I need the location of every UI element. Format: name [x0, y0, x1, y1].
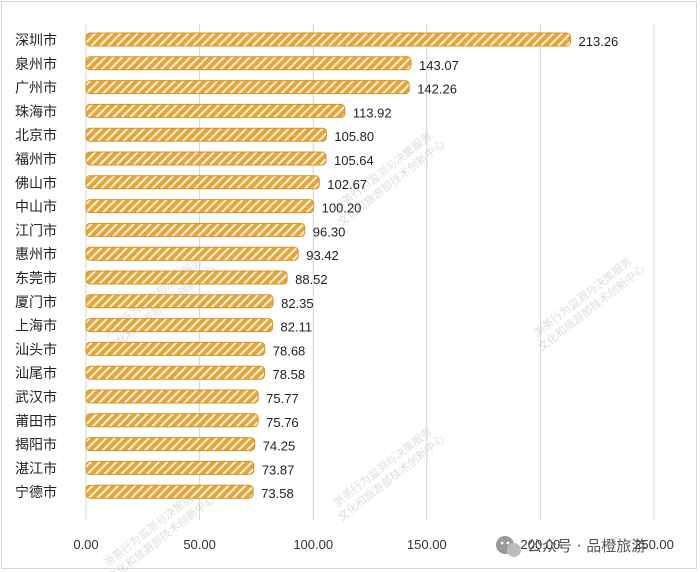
watermark-line: 文化和旅游部技术创新中心: [335, 432, 448, 524]
bar-14: [85, 365, 266, 380]
value-label: 100.20: [322, 201, 362, 216]
bar-0: [85, 32, 572, 47]
bar-series: [85, 32, 572, 499]
x-tick-label: 100.00: [293, 537, 333, 552]
x-tick-label: 0.00: [73, 537, 98, 552]
bar-3: [85, 103, 346, 118]
watermark-line: 文化和旅游部技术创新中心: [105, 492, 218, 572]
category-label: 佛山市: [15, 175, 57, 192]
value-label: 73.58: [261, 486, 294, 501]
category-label: 宁德市: [15, 484, 57, 501]
credit-mark: 公众号 · 品橙旅游: [496, 536, 646, 557]
category-label: 广州市: [15, 80, 57, 97]
category-label: 珠海市: [15, 103, 57, 120]
bar-7: [85, 199, 315, 214]
bar-2: [85, 80, 410, 95]
category-label: 武汉市: [15, 389, 57, 406]
value-label: 82.11: [281, 320, 313, 335]
watermark-line: 浙茶行为监测与决策服务: [331, 424, 435, 510]
value-label: 213.26: [579, 34, 619, 49]
value-label: 96.30: [313, 224, 346, 239]
category-label: 东莞市: [15, 270, 57, 287]
bar-1: [85, 56, 412, 71]
bar-19: [85, 484, 254, 499]
x-tick-label: 150.00: [407, 537, 447, 552]
x-tick-label: 250.00: [634, 537, 674, 552]
bar-6: [85, 175, 320, 190]
value-labels: 213.26 143.07 142.26 113.92 105.80 105.64 102.…: [261, 34, 618, 501]
bar-11: [85, 294, 274, 309]
category-label: 深圳市: [15, 32, 57, 49]
value-label: 78.58: [273, 367, 306, 382]
category-label: 惠州市: [15, 246, 57, 263]
value-label: 142.26: [417, 82, 457, 97]
value-label: 78.68: [273, 343, 306, 358]
credit-text: 公众号 · 品橙旅游: [527, 537, 646, 555]
category-label: 北京市: [15, 127, 57, 144]
bar-10: [85, 270, 288, 285]
value-label: 93.42: [306, 248, 339, 263]
bar-16: [85, 413, 259, 428]
category-label: 揭阳市: [15, 437, 57, 454]
bar-13: [85, 341, 266, 356]
category-label: 湛江市: [15, 460, 57, 477]
bar-9: [85, 246, 299, 261]
bar-5: [85, 151, 327, 166]
category-label: 厦门市: [15, 294, 57, 311]
category-label: 泉州市: [15, 56, 57, 73]
bar-15: [85, 389, 259, 404]
bar-18: [85, 460, 255, 475]
wechat-icon: [496, 536, 521, 557]
x-tick-label: 200.00: [521, 537, 561, 552]
bar-8: [85, 222, 306, 237]
value-label: 73.87: [262, 462, 295, 477]
value-label: 105.64: [334, 153, 374, 168]
value-label: 113.92: [353, 105, 392, 120]
bar-4: [85, 127, 327, 142]
value-label: 74.25: [263, 439, 296, 454]
value-label: 75.76: [266, 415, 299, 430]
bar-17: [85, 437, 256, 452]
x-tick-label: 50.00: [183, 537, 216, 552]
category-label: 中山市: [15, 199, 57, 216]
watermark-line: 文化和旅游部技术创新中心: [535, 262, 648, 354]
bar-12: [85, 318, 274, 333]
value-label: 82.35: [281, 296, 314, 311]
category-label: 江门市: [15, 222, 57, 239]
x-axis-tick-labels: 0.00 50.00 100.00 150.00 200.00 250.00: [73, 537, 674, 552]
category-label: 莆田市: [15, 413, 57, 430]
category-labels: 深圳市泉州市广州市珠海市北京市福州市佛山市中山市江门市惠州市东莞市厦门市上海市汕…: [15, 32, 57, 501]
value-label: 88.52: [295, 272, 328, 287]
value-label: 75.77: [266, 391, 299, 406]
category-label: 汕头市: [15, 341, 57, 358]
category-label: 上海市: [15, 318, 57, 335]
category-label: 汕尾市: [15, 365, 57, 382]
value-label: 143.07: [419, 58, 459, 73]
watermark-line: 浙茶行为监测与决策服务: [531, 254, 635, 340]
category-label: 福州市: [15, 151, 57, 168]
value-label: 105.80: [334, 129, 374, 144]
value-label: 102.67: [327, 177, 367, 192]
